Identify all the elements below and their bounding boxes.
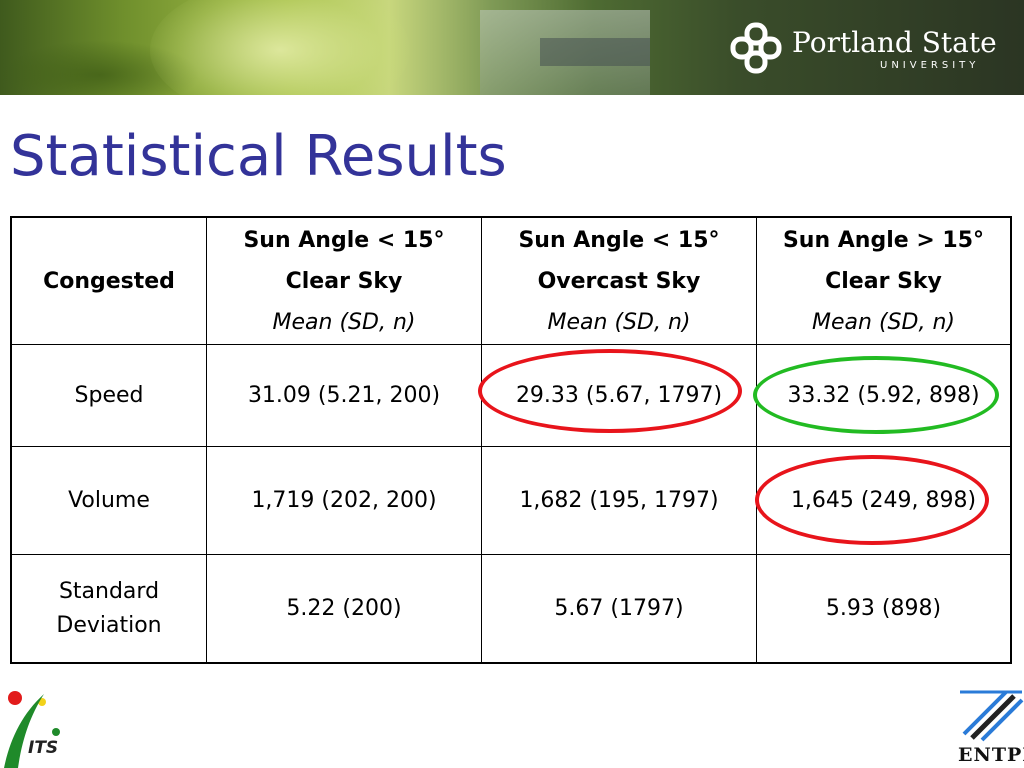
table-cell: 29.33 (5.67, 1797)	[481, 344, 757, 447]
slide-title: Statistical Results	[10, 124, 507, 189]
its-logo-icon	[4, 691, 60, 768]
congested-label: Congested	[43, 268, 175, 294]
banner-light	[150, 0, 410, 95]
university-subtitle: UNIVERSITY	[880, 60, 980, 71]
table-cell: 33.32 (5.92, 898)	[756, 344, 1012, 447]
column-header-line3: Mean (SD, n)	[812, 309, 955, 335]
banner-building-window	[540, 38, 650, 66]
university-name: Portland State	[792, 26, 997, 59]
row-label-line2: Deviation	[56, 612, 162, 638]
table-row: Standard Deviation 5.22 (200) 5.67 (1797…	[10, 554, 1012, 664]
table-cell: 31.09 (5.21, 200)	[206, 344, 482, 447]
header-banner: Portland State UNIVERSITY	[0, 0, 1024, 95]
table-cell: 1,682 (195, 1797)	[481, 446, 757, 555]
table-row: Volume 1,719 (202, 200) 1,682 (195, 1797…	[10, 446, 1012, 555]
table-cell: 5.22 (200)	[206, 554, 482, 664]
column-header: Sun Angle < 15° Overcast Sky Mean (SD, n…	[481, 216, 757, 345]
entpe-label: ENTPE	[958, 744, 1024, 766]
table-cell: 5.93 (898)	[756, 554, 1012, 664]
row-label: Volume	[10, 446, 207, 555]
column-header: Sun Angle > 15° Clear Sky Mean (SD, n)	[756, 216, 1012, 345]
column-header-line3: Mean (SD, n)	[272, 309, 416, 335]
table-cell: 5.67 (1797)	[481, 554, 757, 664]
entpe-logo-icon	[960, 690, 1024, 742]
column-header-line1: Sun Angle < 15°	[518, 227, 720, 253]
column-header-line2: Clear Sky	[285, 268, 403, 294]
column-header-line2: Clear Sky	[825, 268, 942, 294]
column-header-line3: Mean (SD, n)	[547, 309, 691, 335]
column-header-line1: Sun Angle > 15°	[782, 227, 985, 253]
results-table: Congested Sun Angle < 15° Clear Sky Mean…	[10, 216, 1012, 664]
table-cell: 1,645 (249, 898)	[756, 446, 1012, 555]
table-cell: 1,719 (202, 200)	[206, 446, 482, 555]
column-header-line1: Sun Angle < 15°	[243, 227, 445, 253]
row-label: Speed	[10, 344, 207, 447]
table-row: Speed 31.09 (5.21, 200) 29.33 (5.67, 179…	[10, 344, 1012, 447]
table-header-row: Congested Sun Angle < 15° Clear Sky Mean…	[10, 216, 1012, 345]
row-label: Standard Deviation	[10, 554, 207, 664]
corner-cell: Congested	[10, 216, 207, 345]
column-header-line2: Overcast Sky	[537, 268, 701, 294]
its-label: ITS	[28, 738, 59, 758]
column-header: Sun Angle < 15° Clear Sky Mean (SD, n)	[206, 216, 482, 345]
row-label-line1: Standard	[58, 578, 160, 604]
psu-knot-icon	[730, 22, 782, 74]
